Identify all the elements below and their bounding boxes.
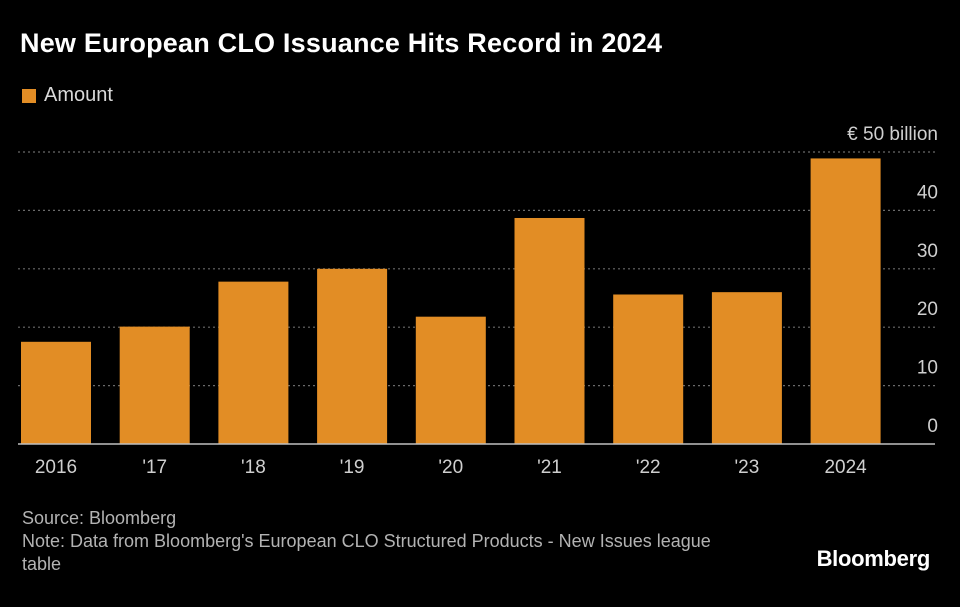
- y-tick-label: 0: [927, 416, 938, 437]
- y-tick-label: 10: [917, 358, 938, 379]
- bar-chart: 0 10 20 30 40 € 50 billion 2016 '17 '18 '19 '20 '21…: [18, 124, 938, 478]
- x-tick-label: 2016: [35, 457, 77, 478]
- y-tick-label: 30: [917, 241, 938, 262]
- bar: [21, 341, 91, 444]
- bar: [613, 294, 684, 444]
- x-tick-label: '18: [241, 457, 266, 478]
- x-tick-label: '17: [142, 457, 167, 478]
- source-text: Source: Bloomberg: [22, 508, 177, 528]
- x-tick-label: '20: [438, 457, 463, 478]
- y-tick-label: 20: [917, 299, 938, 320]
- bar: [218, 281, 289, 444]
- bar: [415, 316, 486, 444]
- x-tick-label: '19: [340, 457, 365, 478]
- footer: Source: Bloomberg Note: Data from Bloomb…: [22, 507, 722, 576]
- y-tick-label: € 50 billion: [847, 124, 938, 145]
- y-tick-label: 40: [917, 182, 938, 203]
- bar: [810, 158, 881, 444]
- note-text: Note: Data from Bloomberg's European CLO…: [22, 531, 711, 574]
- x-tick-label: '22: [636, 457, 661, 478]
- x-tick-label: '21: [537, 457, 562, 478]
- bar: [119, 326, 190, 444]
- x-tick-label: '23: [735, 457, 760, 478]
- legend: Amount: [22, 84, 113, 107]
- bar: [514, 217, 585, 444]
- bar: [317, 268, 388, 444]
- bloomberg-logo: Bloomberg: [816, 546, 931, 571]
- x-tick-label: 2024: [824, 457, 867, 478]
- legend-label: Amount: [44, 84, 113, 106]
- bar: [711, 292, 782, 444]
- legend-swatch: [22, 88, 36, 103]
- chart-title: New European CLO Issuance Hits Record in…: [20, 28, 663, 58]
